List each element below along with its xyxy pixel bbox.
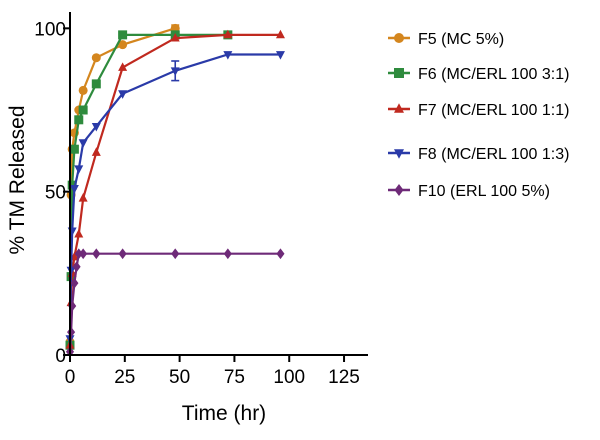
data-point	[74, 228, 84, 238]
legend-label: F5 (MC 5%)	[418, 31, 504, 48]
x-tick-label: 125	[328, 367, 360, 388]
data-point	[78, 85, 88, 95]
series-4	[65, 51, 285, 344]
data-point	[275, 29, 285, 39]
data-point	[78, 105, 88, 115]
data-point	[69, 185, 79, 194]
data-point	[79, 248, 88, 260]
legend-item: F10 (ERL 100 5%)	[388, 183, 550, 200]
data-point	[118, 90, 128, 99]
data-point	[92, 248, 101, 260]
series-line	[68, 252, 281, 352]
data-point	[275, 51, 285, 60]
data-point	[118, 40, 128, 50]
y-tick-label: 100	[34, 19, 66, 40]
data-point	[91, 122, 101, 132]
legend-label: F10 (ERL 100 5%)	[418, 183, 550, 200]
legend-item: F7 (MC/ERL 100 1:1)	[388, 102, 569, 119]
legend-marker	[394, 103, 404, 113]
legend-marker	[394, 68, 404, 78]
axes: 0 25 50 75 100 125 0 50 100	[34, 12, 368, 388]
x-tick-label: 75	[224, 367, 245, 388]
y-tick-label: 50	[45, 183, 66, 204]
series-5	[65, 248, 285, 358]
data-point	[74, 165, 84, 174]
series-line	[68, 53, 281, 339]
plot-area	[65, 23, 285, 358]
series-line	[68, 33, 281, 346]
data-point	[223, 29, 233, 39]
x-axis-title: Time (hr)	[182, 402, 266, 425]
data-point	[78, 193, 88, 202]
data-point	[91, 147, 101, 156]
legend-marker	[394, 184, 404, 196]
data-point	[170, 32, 180, 42]
legend-marker	[394, 33, 404, 43]
series-1	[65, 23, 180, 347]
data-point	[68, 300, 77, 312]
legend-label: F6 (MC/ERL 100 3:1)	[418, 66, 569, 83]
legend-label: F8 (MC/ERL 100 1:3)	[418, 146, 569, 163]
legend-label: F7 (MC/ERL 100 1:1)	[418, 102, 569, 119]
x-axis-ticks: 0 25 50 75 100 125	[65, 355, 360, 388]
y-tick-label: 0	[55, 346, 66, 367]
series-2	[65, 30, 233, 350]
legend: F5 (MC 5%) F6 (MC/ERL 100 3:1) F7 (MC/ERL …	[388, 31, 569, 200]
data-point	[223, 51, 233, 60]
data-point	[74, 248, 83, 260]
data-point	[91, 53, 101, 63]
data-point	[72, 261, 81, 273]
data-point	[91, 79, 101, 89]
legend-item: F6 (MC/ERL 100 3:1)	[388, 66, 569, 83]
data-point	[78, 139, 88, 148]
data-point	[69, 144, 79, 154]
data-point	[170, 67, 180, 76]
x-tick-label: 0	[65, 367, 76, 388]
data-point	[171, 248, 180, 260]
x-tick-label: 25	[114, 367, 135, 388]
data-point	[276, 248, 285, 260]
data-point	[118, 30, 128, 40]
x-tick-label: 100	[273, 367, 305, 388]
data-point	[66, 266, 76, 276]
data-point	[118, 248, 127, 260]
legend-item: F5 (MC 5%)	[388, 31, 504, 48]
y-axis-ticks: 0 50 100	[34, 19, 70, 367]
series-line	[68, 27, 176, 342]
x-tick-label: 50	[169, 367, 190, 388]
legend-marker	[394, 149, 404, 159]
data-point	[223, 248, 232, 260]
legend-item: F8 (MC/ERL 100 1:3)	[388, 146, 569, 163]
data-point	[70, 277, 79, 289]
y-axis-title: % TM Released	[6, 105, 29, 254]
data-point	[74, 115, 84, 125]
data-point	[118, 62, 128, 71]
